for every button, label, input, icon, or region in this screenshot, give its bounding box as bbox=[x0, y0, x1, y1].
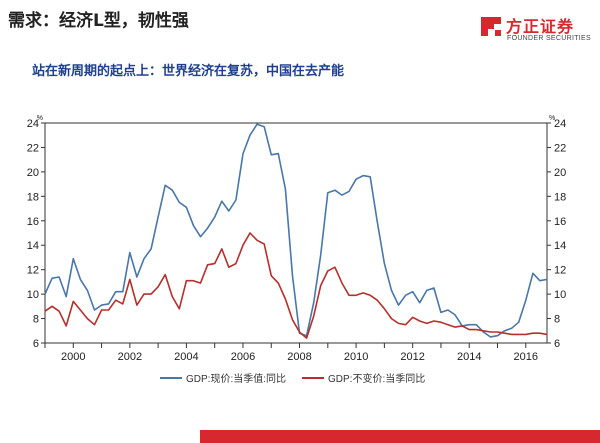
y-tick-label-left: 6 bbox=[33, 338, 39, 350]
y-tick-label-left: 20 bbox=[27, 167, 39, 179]
brand-mark-icon bbox=[481, 17, 501, 36]
page-subtitle: 站在新周期的起点上：世界经济在复苏，中国在去产能 bbox=[32, 64, 345, 79]
x-tick-label: 2000 bbox=[61, 351, 85, 363]
y-tick-label-left: 18 bbox=[27, 191, 39, 203]
x-tick-label: 2016 bbox=[514, 351, 538, 363]
y-tick-label-right: 24 bbox=[554, 118, 566, 130]
y-tick-label-left: 24 bbox=[27, 118, 39, 130]
gdp-line-chart: 6 6 8 8 10 10 12 12 14 14 16 16 18 18 20 20 22 22 24 24% % 20… bbox=[27, 115, 567, 385]
x-tick-label: 2002 bbox=[118, 351, 142, 363]
y-tick-label-left: 14 bbox=[27, 240, 39, 252]
plot-frame bbox=[44, 122, 548, 344]
brand-logo: 方正证券 FOUNDER SECURITIES bbox=[478, 15, 598, 49]
y-tick-label-right: 8 bbox=[554, 314, 560, 326]
y-tick-label-right: 18 bbox=[554, 191, 566, 203]
series-line-1 bbox=[44, 123, 548, 338]
legend-label-2: GDP:不变价:当季同比 bbox=[328, 372, 425, 385]
y-tick-label-right: 14 bbox=[554, 240, 566, 252]
brand-subtitle: FOUNDER SECURITIES bbox=[507, 35, 591, 42]
x-tick-label: 2004 bbox=[174, 351, 198, 363]
y-tick-label-left: 8 bbox=[33, 314, 39, 326]
y-tick-label-left: 12 bbox=[27, 265, 39, 277]
y-tick-label-left: 16 bbox=[27, 216, 39, 228]
legend-label-1: GDP:现价:当季值:同比 bbox=[186, 372, 286, 385]
y-tick-label-left: 22 bbox=[27, 142, 39, 154]
page-title: 需求：经济L型，韧性强 bbox=[8, 11, 189, 31]
series-line-2 bbox=[44, 232, 548, 339]
y-tick-label-right: 16 bbox=[554, 216, 566, 228]
y-tick-label-left: 10 bbox=[27, 289, 39, 301]
y-tick-label-right: 12 bbox=[554, 265, 566, 277]
chart-legend: GDP:现价:当季值:同比 GDP:不变价:当季同比 bbox=[160, 372, 425, 385]
y-tick-label-right: 6 bbox=[554, 338, 560, 350]
brand-name: 方正证券 bbox=[506, 17, 575, 36]
chart-axes: 6 6 8 8 10 10 12 12 14 14 16 16 18 18 20 20 22 22 24 24% % 20… bbox=[27, 115, 567, 363]
x-tick-label: 2008 bbox=[287, 351, 311, 363]
footer-bar bbox=[200, 430, 600, 443]
y-unit-right: % bbox=[549, 115, 555, 122]
x-tick-label: 2014 bbox=[457, 351, 481, 363]
x-tick-label: 2012 bbox=[400, 351, 424, 363]
y-unit-left: % bbox=[37, 115, 43, 122]
x-tick-label: 2006 bbox=[231, 351, 255, 363]
chart-series bbox=[44, 123, 548, 339]
y-tick-label-right: 22 bbox=[554, 142, 566, 154]
x-tick-label: 2010 bbox=[344, 351, 368, 363]
y-tick-label-right: 10 bbox=[554, 289, 566, 301]
y-tick-label-right: 20 bbox=[554, 167, 566, 179]
